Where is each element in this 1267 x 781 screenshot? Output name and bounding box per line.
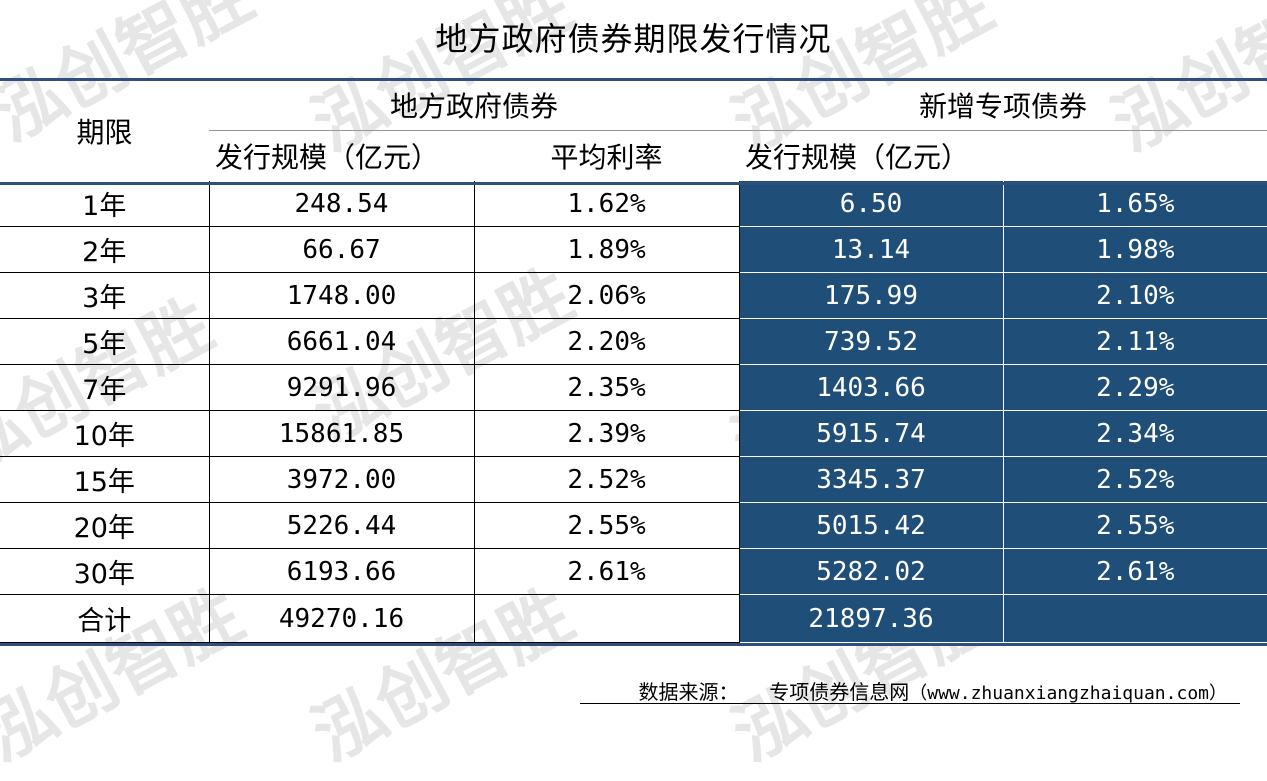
cell-special-rate: 2.29% xyxy=(1003,364,1267,411)
table-row-total: 合计 49270.16 21897.36 xyxy=(0,594,1267,643)
cell-term: 7年 xyxy=(0,364,210,411)
source-url: （www.zhuanxiangzhaiquan.com） xyxy=(909,683,1227,704)
cell-total-special-scale: 21897.36 xyxy=(739,594,1004,643)
cell-total-rate xyxy=(474,594,740,643)
cell-scale: 66.67 xyxy=(209,226,475,273)
cell-scale: 15861.85 xyxy=(209,410,475,457)
cell-special-rate: 2.61% xyxy=(1003,548,1267,595)
table-row: 5年 6661.04 2.20% 739.52 2.11% xyxy=(0,318,1267,365)
table-row: 7年 9291.96 2.35% 1403.66 2.29% xyxy=(0,364,1267,411)
cell-term: 3年 xyxy=(0,272,210,319)
cell-special-rate: 1.98% xyxy=(1003,226,1267,273)
page-title: 地方政府债券期限发行情况 xyxy=(435,20,832,58)
cell-special-rate: 1.65% xyxy=(1003,181,1267,227)
header-scale-special: 发行规模（亿元） xyxy=(745,141,970,174)
cell-rate: 1.89% xyxy=(474,226,740,273)
cell-special-scale: 5015.42 xyxy=(739,502,1004,549)
table-row: 30年 6193.66 2.61% 5282.02 2.61% xyxy=(0,548,1267,595)
cell-term: 5年 xyxy=(0,318,210,365)
cell-special-scale: 1403.66 xyxy=(739,364,1004,411)
cell-scale: 3972.00 xyxy=(209,456,475,503)
table-row: 20年 5226.44 2.55% 5015.42 2.55% xyxy=(0,502,1267,549)
cell-special-scale: 5915.74 xyxy=(739,410,1004,457)
table-top-rule xyxy=(0,78,1267,81)
cell-total-scale: 49270.16 xyxy=(209,594,475,643)
cell-special-rate: 2.34% xyxy=(1003,410,1267,457)
cell-term: 2年 xyxy=(0,226,210,273)
cell-scale: 6661.04 xyxy=(209,318,475,365)
cell-rate: 2.55% xyxy=(474,502,740,549)
cell-rate: 2.35% xyxy=(474,364,740,411)
table-row: 15年 3972.00 2.52% 3345.37 2.52% xyxy=(0,456,1267,503)
cell-scale: 5226.44 xyxy=(209,502,475,549)
cell-term: 1年 xyxy=(0,181,210,227)
cell-scale: 1748.00 xyxy=(209,272,475,319)
cell-rate: 2.20% xyxy=(474,318,740,365)
header-row-columns: 发行规模（亿元） 平均利率 发行规模（亿元） xyxy=(0,131,1267,182)
table-bottom-rule xyxy=(0,643,1267,646)
cell-special-scale: 5282.02 xyxy=(739,548,1004,595)
data-source: 数据来源： 专项债券信息网（www.zhuanxiangzhaiquan.com… xyxy=(639,676,1227,705)
cell-special-rate: 2.52% xyxy=(1003,456,1267,503)
table-row: 10年 15861.85 2.39% 5915.74 2.34% xyxy=(0,410,1267,457)
source-name: 专项债券信息网 xyxy=(769,680,910,704)
header-group-special: 新增专项债券 xyxy=(739,80,1267,131)
header-group-local: 地方政府债券 xyxy=(209,80,740,131)
source-label: 数据来源： xyxy=(638,680,739,704)
cell-special-rate: 2.10% xyxy=(1003,272,1267,319)
cell-term: 10年 xyxy=(0,410,210,457)
cell-rate: 2.06% xyxy=(474,272,740,319)
cell-scale: 9291.96 xyxy=(209,364,475,411)
source-underline xyxy=(580,703,1240,704)
table-row: 2年 66.67 1.89% 13.14 1.98% xyxy=(0,226,1267,273)
cell-scale: 248.54 xyxy=(209,181,475,227)
header-scale: 发行规模（亿元） xyxy=(215,141,440,174)
table-row: 3年 1748.00 2.06% 175.99 2.10% xyxy=(0,272,1267,319)
cell-rate: 1.62% xyxy=(474,181,740,227)
cell-term: 20年 xyxy=(0,502,210,549)
cell-special-scale: 3345.37 xyxy=(739,456,1004,503)
header-row-groups: 期限 地方政府债券 新增专项债券 xyxy=(0,80,1267,149)
header-term: 期限 xyxy=(76,115,133,149)
cell-rate: 2.39% xyxy=(474,410,740,457)
cell-rate: 2.52% xyxy=(474,456,740,503)
cell-special-scale: 739.52 xyxy=(739,318,1004,365)
header-bottom-rule xyxy=(0,182,1267,185)
cell-rate: 2.61% xyxy=(474,548,740,595)
table-row: 1年 248.54 1.62% 6.50 1.65% xyxy=(0,181,1267,227)
header-rate: 平均利率 xyxy=(550,141,663,174)
cell-special-rate: 2.11% xyxy=(1003,318,1267,365)
cell-special-scale: 13.14 xyxy=(739,226,1004,273)
cell-term: 30年 xyxy=(0,548,210,595)
cell-special-rate: 2.55% xyxy=(1003,502,1267,549)
cell-total-special-rate xyxy=(1003,594,1267,643)
cell-term: 15年 xyxy=(0,456,210,503)
bond-term-table: 期限 地方政府债券 新增专项债券 发行规模（亿元） 平均利率 发行规模（亿元） … xyxy=(0,80,1267,643)
cell-total-label: 合计 xyxy=(0,594,210,643)
cell-special-scale: 6.50 xyxy=(739,181,1004,227)
cell-special-scale: 175.99 xyxy=(739,272,1004,319)
cell-scale: 6193.66 xyxy=(209,548,475,595)
